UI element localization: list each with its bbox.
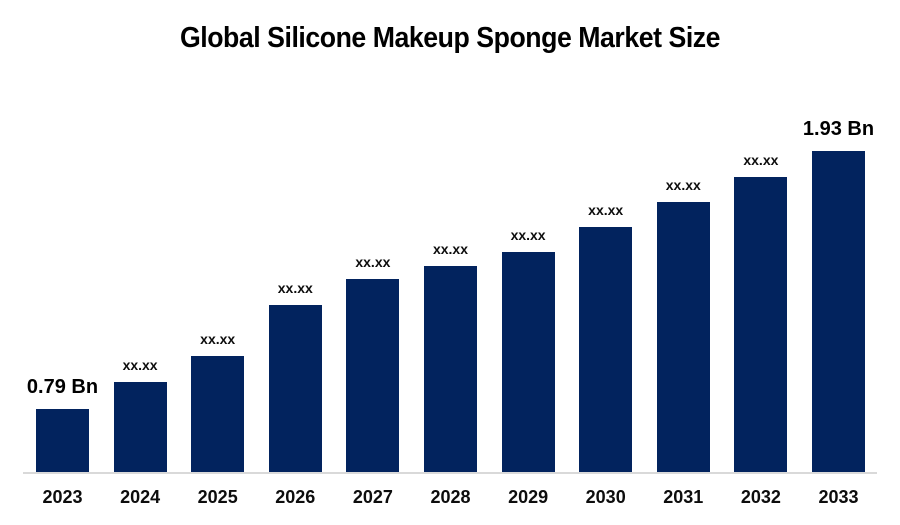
x-tick-2030: 2030 [585, 487, 626, 507]
bar-2032 [734, 177, 788, 473]
bar-2029 [501, 252, 555, 473]
bar-2026 [268, 305, 322, 473]
bar-2030 [579, 227, 633, 473]
bar-value-label-2027: xx.xx [355, 254, 391, 270]
x-tick-2025: 2025 [197, 487, 238, 507]
bar-value-label-2029: xx.xx [510, 227, 546, 243]
bar-value-label-2031: xx.xx [665, 177, 701, 193]
x-tick-2024: 2024 [120, 487, 161, 507]
bar-value-label-2024: xx.xx [122, 357, 158, 373]
bar-value-label-2032: xx.xx [743, 152, 779, 168]
x-tick-2026: 2026 [275, 487, 316, 507]
x-tick-2031: 2031 [663, 487, 704, 507]
bar-value-label-2025: xx.xx [200, 331, 236, 347]
bar-value-label-2023: 0.79 Bn [26, 376, 99, 398]
bar-2023 [36, 409, 89, 473]
x-tick-2028: 2028 [430, 487, 471, 507]
x-tick-2027: 2027 [352, 487, 393, 507]
bar-value-label-2026: xx.xx [277, 280, 313, 296]
bar-2027 [346, 279, 400, 473]
x-tick-2032: 2032 [740, 487, 781, 507]
bar-2033 [812, 151, 865, 473]
bar-2024 [113, 382, 167, 473]
x-tick-2033: 2033 [818, 487, 859, 507]
x-tick-2023: 2023 [42, 487, 83, 507]
bar-2031 [656, 202, 710, 473]
bar-value-label-2030: xx.xx [588, 202, 624, 218]
bar-value-label-2028: xx.xx [432, 241, 469, 257]
chart-title: Global Silicone Makeup Sponge Market Siz… [179, 22, 721, 54]
bar-2028 [424, 266, 477, 473]
x-axis-line [23, 472, 877, 474]
bar-value-label-2033: 1.93 Bn [802, 118, 875, 140]
bar-2025 [191, 356, 245, 473]
x-tick-2029: 2029 [508, 487, 549, 507]
